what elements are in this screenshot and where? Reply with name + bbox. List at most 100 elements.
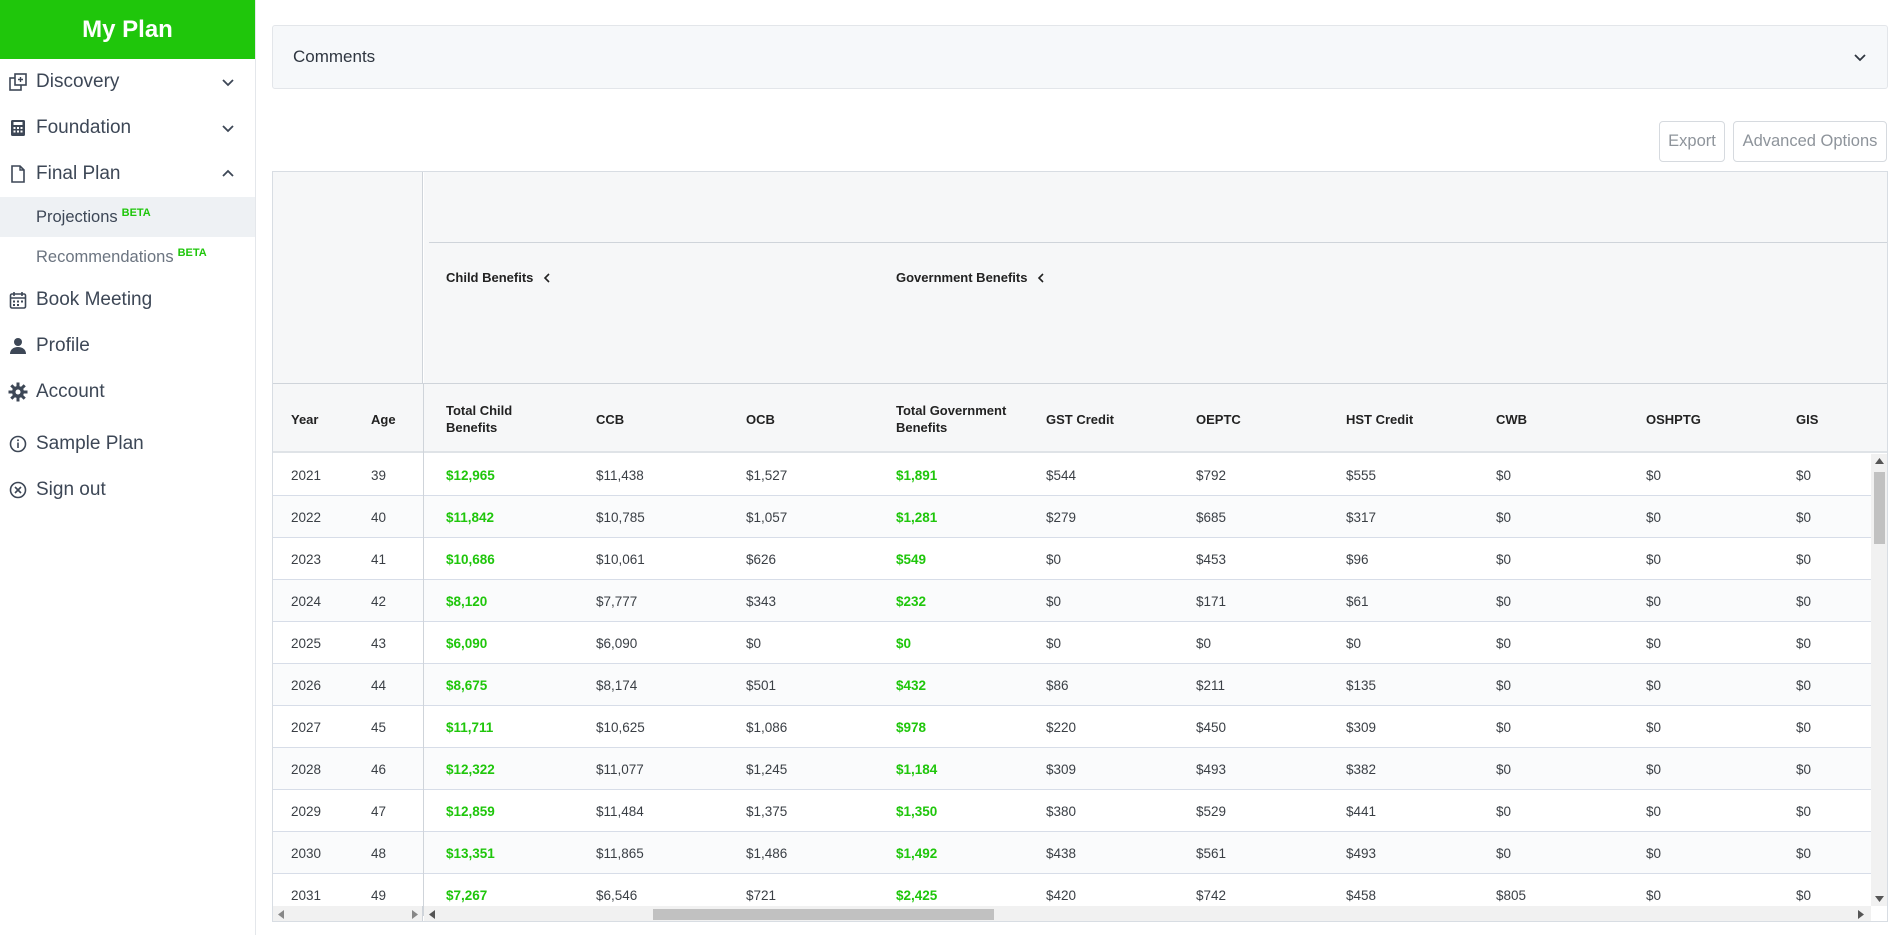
calendar-icon — [8, 290, 28, 310]
table-cell: $529 — [1196, 803, 1227, 819]
table-cell: $11,484 — [596, 803, 644, 819]
sidebar-item-sample-plan[interactable]: Sample Plan — [0, 421, 255, 467]
sidebar: My Plan Discovery Foundation Final Plan … — [0, 0, 256, 935]
comments-accordion[interactable]: Comments — [272, 25, 1888, 89]
table-cell: 39 — [371, 467, 387, 483]
table-cell: $721 — [746, 887, 777, 903]
table-cell: $6,090 — [596, 635, 638, 651]
sidebar-item-label: Foundation — [36, 117, 132, 138]
group-child-benefits: Child Benefits — [446, 270, 553, 285]
chevron-down-icon[interactable] — [219, 73, 237, 91]
table-cell: $0 — [1646, 593, 1662, 609]
table-cell: $1,086 — [746, 719, 788, 735]
table-cell: $0 — [1496, 677, 1512, 693]
table-row: 2024 42 $8,120 $7,777 $343 $232 $0 $171 $61 $0 $0 $… — [273, 580, 1871, 622]
table-cell: $0 — [1796, 467, 1812, 483]
table-row: 2026 44 $8,675 $8,174 $501 $432 $86 $211 $135 $0 $… — [273, 664, 1871, 706]
scroll-left-arrow-icon[interactable] — [277, 910, 285, 919]
table-cell: 42 — [371, 593, 387, 609]
scroll-up-arrow-icon[interactable] — [1875, 457, 1884, 465]
table-cell: $0 — [1796, 719, 1812, 735]
table-cell: $0 — [1496, 551, 1512, 567]
sidebar-item-discovery[interactable]: Discovery — [0, 59, 255, 105]
table-cell: $343 — [746, 593, 777, 609]
table-cell: $0 — [1796, 593, 1812, 609]
table-cell: $0 — [1646, 677, 1662, 693]
chevron-left-icon[interactable] — [541, 272, 553, 284]
sidebar-subitem-label: Projections — [36, 207, 118, 226]
sidebar-item-label: Book Meeting — [36, 289, 153, 310]
scrollbar-thumb[interactable] — [653, 909, 994, 920]
table-cell: $0 — [1796, 845, 1812, 861]
table-cell: $2,425 — [896, 887, 938, 903]
table-cell: $135 — [1346, 677, 1377, 693]
table-cell: $432 — [896, 677, 927, 693]
scroll-left-arrow-icon[interactable] — [428, 910, 436, 919]
scroll-right-arrow-icon[interactable] — [1857, 910, 1865, 919]
group-government-benefits: Government Benefits — [896, 270, 1047, 285]
table-cell: $96 — [1346, 551, 1369, 567]
table-cell: $626 — [746, 551, 777, 567]
sidebar-item-account[interactable]: Account — [0, 369, 255, 415]
table-cell: 2025 — [291, 635, 322, 651]
sidebar-item-label: Final Plan — [36, 163, 121, 184]
table-cell: $1,350 — [896, 803, 938, 819]
table-cell: $0 — [1046, 593, 1062, 609]
scroll-down-arrow-icon[interactable] — [1875, 895, 1884, 903]
column-header: GST Credit — [1046, 411, 1114, 427]
export-button[interactable]: Export — [1659, 121, 1725, 162]
table-cell: 2023 — [291, 551, 322, 567]
chevron-up-icon[interactable] — [219, 165, 237, 183]
sidebar-item-profile[interactable]: Profile — [0, 323, 255, 369]
table-cell: $12,322 — [446, 761, 495, 777]
info-icon — [8, 434, 28, 454]
beta-badge: BETA — [177, 247, 207, 259]
table-cell: $382 — [1346, 761, 1377, 777]
table-cell: 2024 — [291, 593, 322, 609]
advanced-options-button[interactable]: Advanced Options — [1733, 121, 1887, 162]
table-cell: 2026 — [291, 677, 322, 693]
calculator-icon — [8, 118, 28, 138]
sidebar-subitem-recommendations[interactable]: Recommendations BETA — [0, 237, 255, 277]
group-label: Government Benefits — [896, 270, 1028, 285]
brand-title: My Plan — [0, 0, 255, 59]
column-header: OCB — [746, 411, 775, 427]
table-cell: $1,486 — [746, 845, 788, 861]
table-cell: $220 — [1046, 719, 1077, 735]
table-cell: $0 — [1196, 635, 1212, 651]
table-cell: $453 — [1196, 551, 1227, 567]
chevron-down-icon[interactable] — [219, 119, 237, 137]
sidebar-subitem-label: Recommendations — [36, 247, 174, 266]
table-cell: 41 — [371, 551, 387, 567]
table-cell: $0 — [1646, 551, 1662, 567]
sidebar-item-foundation[interactable]: Foundation — [0, 105, 255, 151]
table-cell: 2027 — [291, 719, 322, 735]
column-header: CWB — [1496, 411, 1528, 427]
table-cell: $8,120 — [446, 593, 488, 609]
table-cell: $6,090 — [446, 635, 488, 651]
sidebar-item-final-plan[interactable]: Final Plan — [0, 151, 255, 197]
scroll-right-arrow-icon[interactable] — [411, 910, 419, 919]
table-cell: $0 — [1496, 635, 1512, 651]
sidebar-item-book-meeting[interactable]: Book Meeting — [0, 277, 255, 323]
table-cell: $0 — [1496, 761, 1512, 777]
scrollbar-thumb[interactable] — [1874, 472, 1885, 544]
table-cell: $317 — [1346, 509, 1377, 525]
table-cell: $441 — [1346, 803, 1377, 819]
horizontal-scrollbar[interactable] — [424, 906, 1871, 921]
table-cell: 44 — [371, 677, 387, 693]
column-header: OEPTC — [1196, 411, 1241, 427]
table-cell: $8,675 — [446, 677, 488, 693]
table-body: 2021 39 $12,965 $11,438 $1,527 $1,891 $544 $792… — [273, 454, 1871, 916]
sidebar-item-sign-out[interactable]: Sign out — [0, 467, 255, 513]
table-cell: $0 — [1046, 551, 1062, 567]
table-cell: $0 — [1796, 803, 1812, 819]
vertical-scrollbar[interactable] — [1871, 454, 1887, 906]
horizontal-scrollbar-frozen[interactable] — [273, 906, 423, 921]
table-cell: $0 — [1646, 635, 1662, 651]
table-cell: $0 — [1796, 635, 1812, 651]
table-cell: 2030 — [291, 845, 322, 861]
sidebar-subitem-projections[interactable]: Projections BETA — [0, 197, 255, 237]
table-cell: $86 — [1046, 677, 1069, 693]
chevron-left-icon[interactable] — [1035, 272, 1047, 284]
